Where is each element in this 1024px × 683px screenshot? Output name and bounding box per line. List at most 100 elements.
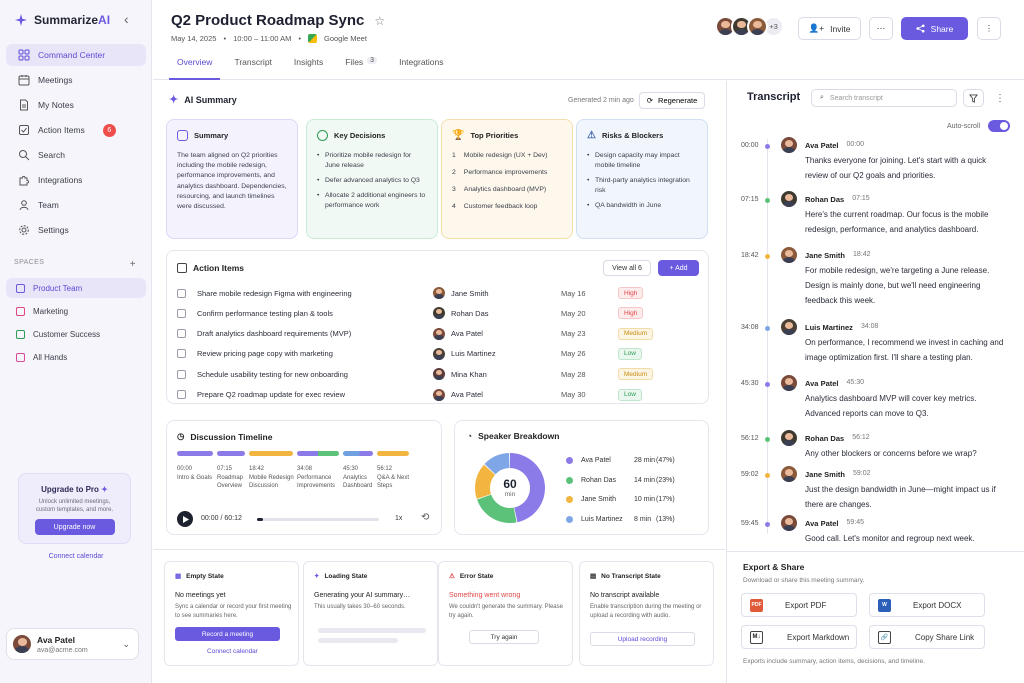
priority-badge[interactable]: Medium <box>618 327 654 340</box>
transcript-more-icon[interactable]: ⋮ <box>995 92 1005 104</box>
priority-badge[interactable]: Medium <box>618 368 654 381</box>
priority-badge[interactable]: Low <box>618 347 642 360</box>
regenerate-button[interactable]: ⟳ Regenerate <box>639 92 705 109</box>
entry-timestamp[interactable]: 59:02 <box>741 471 759 478</box>
invite-button[interactable]: 👤+ Invite <box>798 17 861 40</box>
task-text[interactable]: Prepare Q2 roadmap update for exec revie… <box>197 390 345 399</box>
priority-badge[interactable]: Low <box>618 388 642 401</box>
tab-insights[interactable]: Insights <box>286 57 331 80</box>
sidebar-item-settings[interactable]: Settings <box>6 219 146 241</box>
task-checkbox[interactable] <box>177 369 186 379</box>
chevron-down-icon[interactable]: ⌄ <box>122 638 130 649</box>
due-date: May 30 <box>561 390 586 399</box>
space-item-customer-success[interactable]: Customer Success <box>6 324 146 344</box>
tab-overview[interactable]: Overview <box>169 57 221 80</box>
timeline-segment[interactable] <box>297 451 339 456</box>
space-item-product-team[interactable]: Product Team <box>6 278 146 298</box>
rewind-icon[interactable]: ⟲ <box>421 512 430 523</box>
tab-label: Insights <box>293 57 324 67</box>
timeline-segment[interactable] <box>249 451 293 456</box>
sidebar-item-my-notes[interactable]: My Notes <box>6 94 146 116</box>
task-checkbox[interactable] <box>177 308 186 318</box>
task-checkbox[interactable] <box>177 288 186 298</box>
priority-badge[interactable]: High <box>618 287 644 299</box>
legend-entry: Luis Martinez 8 min (13%) <box>566 515 706 523</box>
record-meeting-button[interactable]: Record a meeting <box>175 627 280 641</box>
sidebar-item-search[interactable]: Search <box>6 144 146 166</box>
task-text[interactable]: Confirm performance testing plan & tools <box>197 308 333 318</box>
task-text[interactable]: Share mobile redesign Figma with enginee… <box>197 288 352 298</box>
star-icon[interactable]: ☆ <box>374 13 386 28</box>
autoscroll-toggle[interactable] <box>988 120 1011 132</box>
playback-speed[interactable]: 1x <box>395 515 403 522</box>
space-label: Marketing <box>33 306 69 316</box>
brand-logo[interactable]: SummarizeAI <box>14 13 110 27</box>
add-space-icon[interactable]: + <box>129 259 136 270</box>
speaker-time: 07:15 <box>852 195 870 202</box>
space-label: Product Team <box>33 283 83 293</box>
timeline-segment[interactable] <box>177 451 213 456</box>
speaker-time: 45:30 <box>846 379 865 386</box>
task-checkbox[interactable] <box>177 329 186 339</box>
task-checkbox[interactable] <box>177 349 186 359</box>
more-options-button[interactable]: ⋯ <box>869 17 893 40</box>
copy-share-link-button[interactable]: 🔗 Copy Share Link <box>869 625 985 649</box>
sidebar-item-command-center[interactable]: Command Center <box>6 44 146 66</box>
play-button[interactable] <box>177 511 193 527</box>
timeline-segment[interactable] <box>377 451 409 456</box>
tab-integrations[interactable]: Integrations <box>391 57 451 80</box>
filter-button[interactable] <box>963 89 984 107</box>
space-item-marketing[interactable]: Marketing <box>6 301 146 321</box>
connect-calendar-link[interactable]: Connect calendar <box>48 553 104 560</box>
kebab-menu-button[interactable]: ⋮ <box>977 17 1001 40</box>
loading-state-header: ✦ Loading State <box>314 572 367 581</box>
no-transcript-label: No Transcript State <box>601 572 661 580</box>
task-text[interactable]: Draft analytics dashboard requirements (… <box>197 329 352 339</box>
timeline-segment[interactable] <box>343 451 373 456</box>
task-text[interactable]: Schedule usability testing for new onboa… <box>197 369 348 379</box>
priority-badge[interactable]: High <box>618 307 644 320</box>
participant-avatars[interactable]: +3 <box>715 16 784 37</box>
speaker-name: Ava Patel <box>581 457 611 464</box>
view-all-button[interactable]: View all 6 <box>603 260 651 276</box>
upload-recording-button[interactable]: Upload recording <box>590 632 695 646</box>
try-again-button[interactable]: Try again <box>469 630 539 644</box>
list-item: 3 Analytics dashboard (MVP) <box>452 185 562 195</box>
timeline-label: 18:42 Mobile Redesign Discussion <box>249 465 299 491</box>
entry-timestamp[interactable]: 45:30 <box>741 380 759 387</box>
export-markdown-button[interactable]: M↓ Export Markdown <box>741 625 857 649</box>
timeline-segment[interactable] <box>217 451 245 456</box>
search-icon: ⌕ <box>820 94 824 101</box>
space-item-all-hands[interactable]: All Hands <box>6 347 146 367</box>
entry-timestamp[interactable]: 07:15 <box>741 196 759 203</box>
playback-progress[interactable] <box>257 518 379 521</box>
collapse-sidebar-icon[interactable]: ‹ <box>124 11 129 27</box>
timeline-segments[interactable] <box>177 451 409 456</box>
entry-timestamp[interactable]: 18:42 <box>741 252 759 259</box>
connect-calendar-link[interactable]: Connect calendar <box>207 648 258 655</box>
search-transcript-input[interactable]: ⌕ Search transcript <box>811 89 957 107</box>
error-state-title: Something went wrong <box>449 592 521 599</box>
tab-files[interactable]: Files 3 <box>337 57 385 80</box>
entry-timestamp[interactable]: 59:45 <box>741 520 759 527</box>
export-pdf-button[interactable]: PDF Export PDF <box>741 593 857 617</box>
entry-timestamp[interactable]: 56:12 <box>741 435 759 442</box>
task-checkbox[interactable] <box>177 390 186 399</box>
sidebar-item-integrations[interactable]: Integrations <box>6 169 146 191</box>
user-menu[interactable]: Ava Patel ava@acme.com ⌄ <box>6 628 139 660</box>
export-docx-button[interactable]: W Export DOCX <box>869 593 985 617</box>
upgrade-now-button[interactable]: Upgrade now <box>34 519 115 535</box>
entry-timestamp[interactable]: 00:00 <box>741 142 759 149</box>
sidebar-item-team[interactable]: Team <box>6 194 146 216</box>
sidebar-item-label: My Notes <box>38 100 74 110</box>
error-state-header: ⚠ Error State <box>449 572 493 581</box>
sidebar-item-meetings[interactable]: Meetings <box>6 69 146 91</box>
tab-transcript[interactable]: Transcript <box>226 57 279 80</box>
add-action-button[interactable]: + Add <box>658 260 699 276</box>
entry-timestamp[interactable]: 34:08 <box>741 324 759 331</box>
sidebar-item-label: Meetings <box>38 75 73 85</box>
sidebar-item-action-items[interactable]: Action Items 6 <box>6 119 146 141</box>
task-text[interactable]: Review pricing page copy with marketing <box>197 349 333 359</box>
share-button[interactable]: Share <box>901 17 968 40</box>
legend-entry: Jane Smith 10 min (17%) <box>566 496 706 503</box>
